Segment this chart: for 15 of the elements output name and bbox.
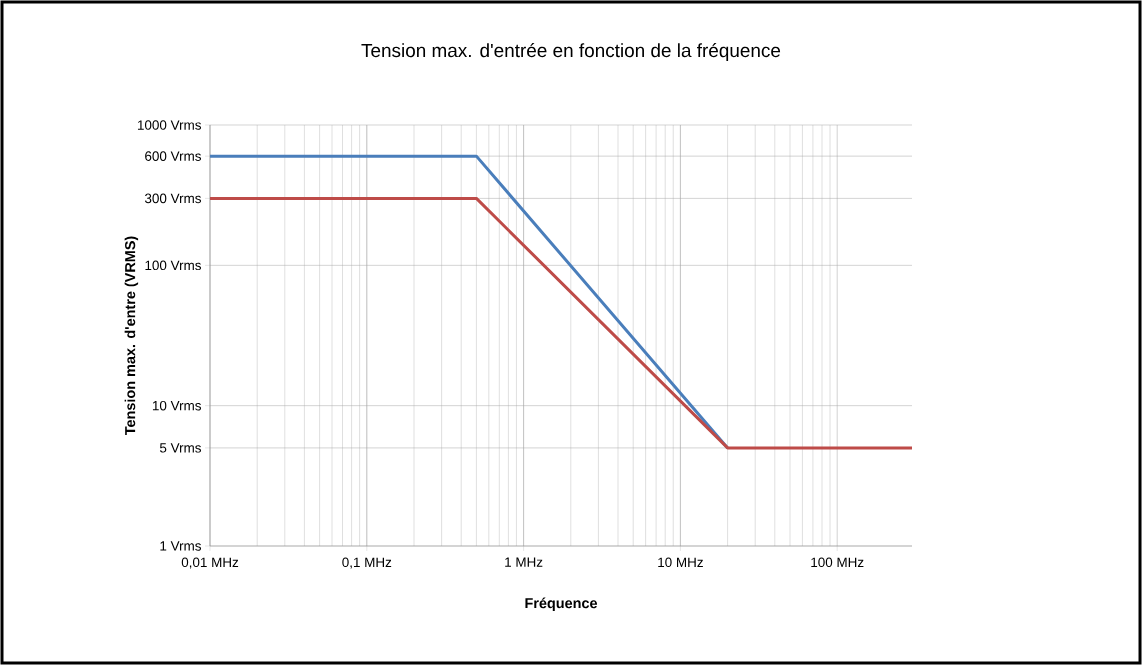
y-tick-label: 600 Vrms xyxy=(145,151,201,161)
y-tick-label: 300 Vrms xyxy=(144,193,201,204)
y-tick-label: 5 Vrms xyxy=(159,443,201,453)
y-tick-label: 1000 Vrms xyxy=(137,120,201,130)
x-tick-label: 1 MHz xyxy=(505,557,543,567)
y-axis-title: Tension max. d'entre (VRMS) xyxy=(124,236,139,436)
x-tick-label: 100 MHz xyxy=(811,557,864,568)
x-tick-label: 0,01 MHz xyxy=(181,557,239,569)
x-tick-label: 0,1 MHz xyxy=(342,557,392,569)
y-tick-label: 100 Vrms xyxy=(145,260,201,271)
chart-title: Tension max. d'entrée en fonction de la fréquence xyxy=(361,43,781,61)
y-tick-label: 1 Vrms xyxy=(160,541,201,551)
y-tick-label: 10 Vrms xyxy=(152,400,201,411)
x-tick-label: 10 MHz xyxy=(658,557,703,568)
x-axis-title: Fréquence xyxy=(525,597,598,612)
